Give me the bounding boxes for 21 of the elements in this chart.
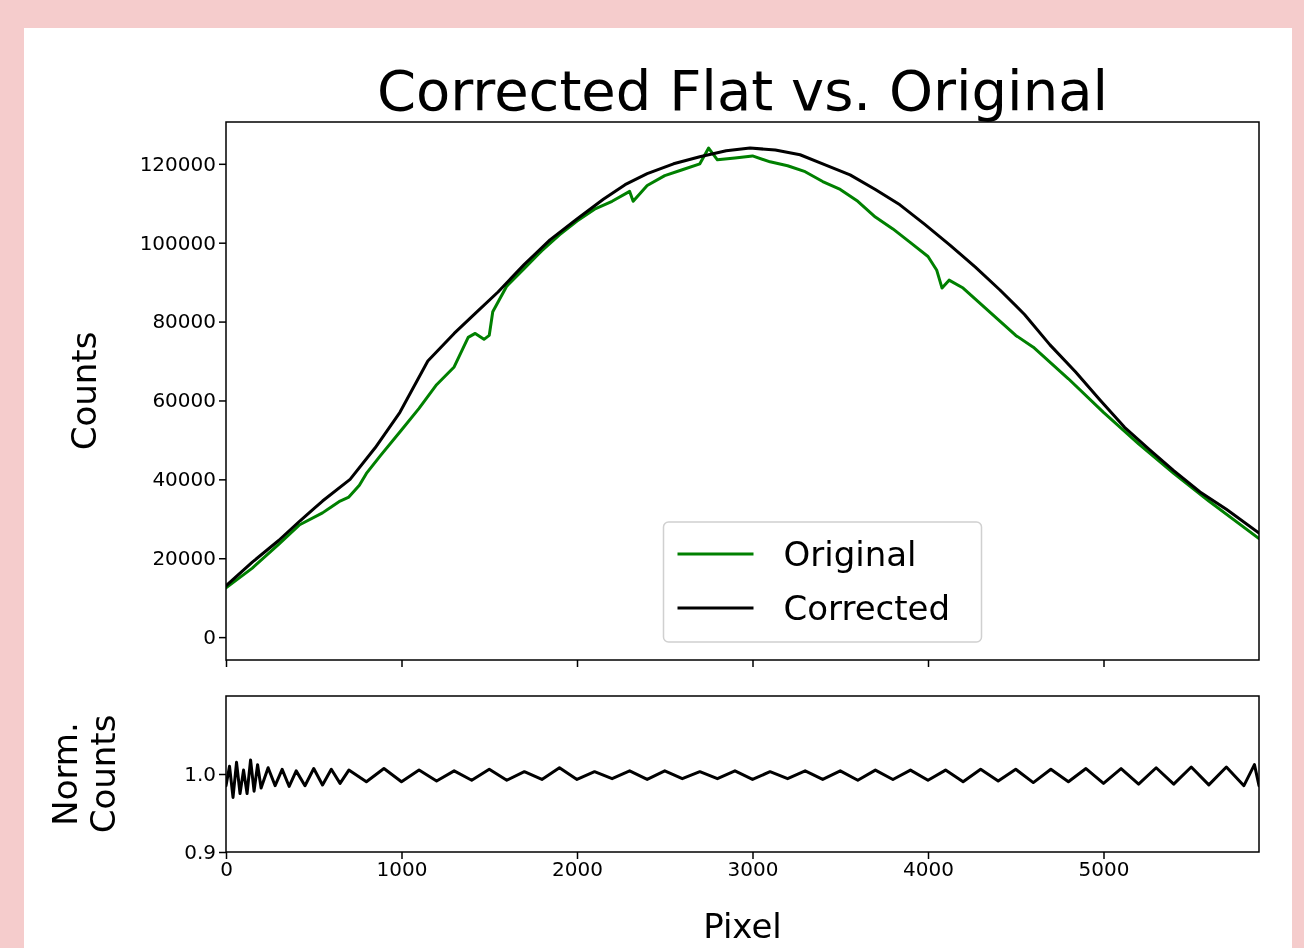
y-tick-label: 1.0 bbox=[184, 761, 216, 786]
x-tick-label: 4000 bbox=[903, 857, 954, 882]
y-tick-label: 100000 bbox=[139, 230, 216, 255]
chart-title: Corrected Flat vs. Original bbox=[376, 58, 1109, 123]
x-tick-label: 2000 bbox=[552, 857, 603, 882]
y-tick-label: 80000 bbox=[152, 309, 216, 334]
x-tick-label: 1000 bbox=[376, 857, 428, 882]
x-tick-label: 5000 bbox=[1078, 857, 1130, 882]
y-tick-label: 20000 bbox=[152, 546, 216, 571]
y-tick-label: 0.9 bbox=[184, 839, 216, 864]
x-tick-label: 3000 bbox=[727, 857, 779, 882]
y-tick-label: 40000 bbox=[152, 467, 216, 492]
y-tick-label: 120000 bbox=[139, 151, 216, 176]
legend-label: Corrected bbox=[783, 588, 951, 628]
x-axis-title: Pixel bbox=[703, 906, 782, 946]
y-tick-label: 60000 bbox=[152, 388, 216, 413]
y-axis-title: Norm. Counts bbox=[45, 714, 123, 834]
y-tick-label: 0 bbox=[203, 625, 216, 650]
legend-label: Original bbox=[783, 534, 917, 574]
x-tick-label: 0 bbox=[220, 857, 233, 882]
y-axis-title: Counts bbox=[63, 331, 104, 451]
